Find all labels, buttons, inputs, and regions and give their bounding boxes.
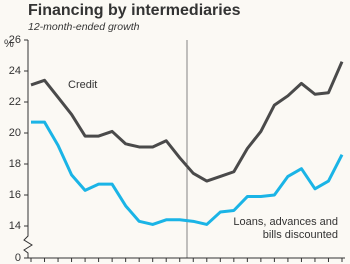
series-annotation: Loans, advances and bills discounted: [233, 216, 338, 241]
y-axis: [23, 40, 33, 258]
chart-subtitle: 12-month-ended growth: [28, 21, 140, 33]
series-line: [31, 120, 344, 226]
y-axis-label: %: [4, 38, 14, 50]
series-line: [30, 61, 344, 183]
y-tick-label: 18: [9, 158, 21, 170]
y-tick-label: 16: [9, 189, 21, 201]
y-tick-label: 22: [9, 96, 21, 108]
y-tick-label: 26: [9, 34, 21, 46]
y-tick-label: 0: [15, 252, 21, 264]
y-tick-label: 24: [9, 65, 21, 77]
chart-title: Financing by intermediaries: [28, 2, 241, 19]
series-annotation: Credit: [68, 79, 98, 91]
y-tick-label: 14: [9, 220, 21, 232]
y-tick-label: 20: [9, 127, 21, 139]
